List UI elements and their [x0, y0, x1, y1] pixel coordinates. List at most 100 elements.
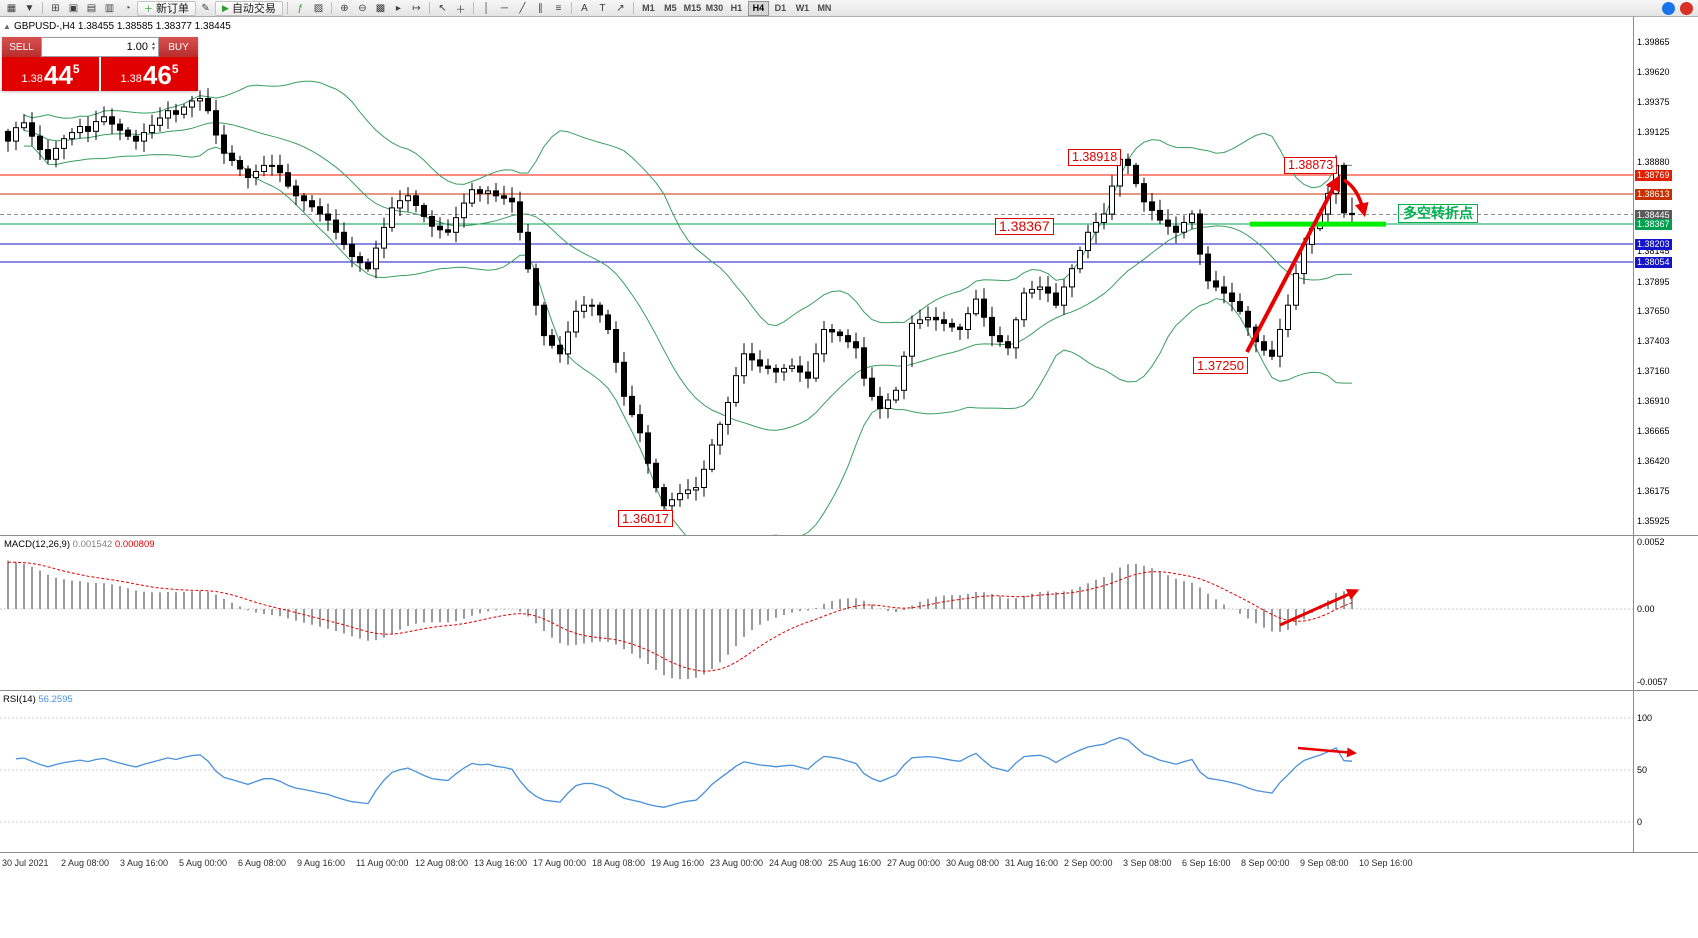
timeframe-m1-button[interactable]: M1	[642, 3, 655, 13]
rsi-flat-arrow	[1297, 746, 1357, 758]
toolbar-separator	[330, 2, 332, 14]
macd-axis-label: 0.00	[1637, 604, 1655, 614]
price-axis-label: 1.39125	[1637, 127, 1670, 137]
timeframe-m30-button[interactable]: M30	[705, 3, 724, 13]
toolbar-separator	[286, 2, 288, 14]
macd-up-arrow	[1279, 588, 1360, 627]
auto-trading-button[interactable]: ▶ 自动交易	[215, 0, 283, 16]
indicators-icon[interactable]: ƒ	[297, 2, 304, 14]
oneclick-collapse-icon[interactable]: ▲	[3, 22, 11, 31]
price-axis[interactable]	[1633, 17, 1634, 874]
tile-windows-icon[interactable]: ▩	[375, 2, 386, 14]
new-chart-icon[interactable]: ▦	[6, 2, 17, 14]
time-axis-label: 9 Sep 08:00	[1300, 858, 1349, 868]
community-icon[interactable]	[1662, 1, 1675, 15]
rsi-label: RSI(14) 56.2595	[3, 694, 73, 705]
time-axis-label: 23 Aug 00:00	[710, 858, 764, 868]
time-axis-label: 27 Aug 00:00	[887, 858, 941, 868]
navigator-icon[interactable]: ▤	[86, 2, 97, 14]
toolbar-separator	[570, 2, 572, 14]
price-label-high-1[interactable]: 1.38918	[1068, 149, 1122, 166]
price-label-pivot[interactable]: 1.38367	[995, 218, 1054, 235]
time-axis[interactable]: 30 Jul 2021 2 Aug 08:00 3 Aug 16:00 5 Aug 0…	[0, 852, 1698, 874]
timeframe-d1-button[interactable]: D1	[774, 3, 787, 13]
sell-button[interactable]: SELL	[2, 37, 41, 57]
data-window-icon[interactable]: ▣	[68, 2, 79, 14]
arrows-icon[interactable]: ↗	[616, 2, 625, 14]
buy-button[interactable]: BUY	[159, 37, 198, 57]
timeframe-m15-button[interactable]: M15	[683, 3, 702, 13]
timeframe-h1-button[interactable]: H1	[730, 3, 743, 13]
metaeditor-icon[interactable]: ✎	[201, 2, 210, 14]
timeframe-h4-button[interactable]: H4	[747, 0, 769, 16]
price-axis-label: 1.37403	[1637, 336, 1670, 346]
buy-price-sup: 5	[171, 62, 179, 76]
text-label-icon[interactable]: T	[599, 2, 606, 14]
templates-icon[interactable]: ▨	[313, 2, 324, 14]
buy-price-button[interactable]: 1.38 46 5	[101, 57, 198, 91]
price-axis-label: 1.38203	[1635, 239, 1672, 250]
macd-chart[interactable]	[0, 536, 1633, 690]
fibonacci-icon[interactable]: ≡	[555, 2, 562, 14]
time-axis-label: 31 Aug 16:00	[1005, 858, 1059, 868]
news-icon[interactable]	[1680, 1, 1693, 15]
new-order-label: 新订单	[156, 3, 190, 15]
time-axis-label: 2 Aug 08:00	[61, 858, 110, 868]
price-label-high-2[interactable]: 1.38873	[1284, 157, 1338, 174]
spinner-up-icon[interactable]: ▲	[151, 41, 156, 47]
zoom-in-icon[interactable]: ⊕	[340, 2, 349, 14]
timeframe-mn-button[interactable]: MN	[817, 3, 832, 13]
candle-wicks	[7, 88, 1353, 517]
sell-price-button[interactable]: 1.38 44 5	[2, 57, 99, 91]
macd-panel[interactable]	[0, 536, 1633, 690]
macd-histogram	[7, 560, 1353, 680]
text-icon[interactable]: A	[581, 2, 588, 14]
price-axis-label: 1.39865	[1637, 37, 1670, 47]
channel-icon[interactable]: ∥	[537, 2, 543, 14]
panel-splitter[interactable]	[0, 535, 1698, 536]
turning-point-note[interactable]: 多空转折点	[1398, 204, 1478, 223]
time-axis-label: 13 Aug 16:00	[474, 858, 528, 868]
trendline-icon[interactable]: ╱	[519, 2, 526, 14]
volume-field[interactable]: 1.00 ▲ ▼	[41, 37, 159, 57]
timeframe-m5-button[interactable]: M5	[664, 3, 677, 13]
price-axis-label: 1.38613	[1635, 189, 1672, 200]
price-axis-label: 1.36665	[1637, 426, 1670, 436]
price-chart[interactable]	[0, 17, 1633, 561]
time-axis-label: 6 Sep 16:00	[1182, 858, 1231, 868]
terminal-icon[interactable]: ▥	[104, 2, 115, 14]
rsi-axis-label: 0	[1637, 817, 1643, 827]
rsi-panel[interactable]	[0, 691, 1633, 852]
macd-axis-label: 0.0052	[1637, 537, 1665, 547]
rsi-chart[interactable]	[0, 691, 1633, 852]
timeframe-w1-button[interactable]: W1	[795, 3, 810, 13]
spinner-down-icon[interactable]: ▼	[151, 46, 156, 52]
macd-label: MACD(12,26,9) 0.001542 0.000809	[4, 539, 155, 550]
price-axis-label: 1.38445	[1635, 210, 1672, 221]
vertical-line-icon[interactable]: │	[483, 2, 490, 14]
chart-shift-icon[interactable]: ↦	[412, 2, 421, 14]
auto-scroll-icon[interactable]: ▸	[395, 2, 401, 14]
panel-splitter[interactable]	[0, 690, 1698, 691]
price-axis-label: 1.37160	[1637, 366, 1670, 376]
bear-candles	[5, 98, 1355, 507]
time-axis-label: 30 Aug 08:00	[946, 858, 1000, 868]
price-label-low-2[interactable]: 1.37250	[1193, 357, 1248, 374]
price-label-low-1[interactable]: 1.36017	[618, 510, 673, 527]
crosshair-icon[interactable]: ＋	[455, 4, 466, 16]
volume-spinner[interactable]: ▲ ▼	[151, 42, 156, 52]
strategy-tester-icon[interactable]: ◔	[124, 2, 131, 14]
market-watch-icon[interactable]: ⊞	[51, 2, 60, 14]
time-axis-label: 25 Aug 16:00	[828, 858, 882, 868]
zoom-out-icon[interactable]: ⊖	[358, 2, 367, 14]
price-axis-label: 1.35925	[1637, 516, 1670, 526]
bottom-strip	[0, 874, 1698, 938]
new-order-button[interactable]: ＋新订单	[137, 0, 197, 16]
plus-icon: ＋	[144, 3, 154, 14]
time-axis-label: 3 Aug 16:00	[120, 858, 169, 868]
price-chart-panel[interactable]	[0, 17, 1633, 561]
profiles-icon[interactable]: ▼	[24, 2, 35, 14]
horizontal-line-icon[interactable]: ─	[500, 2, 508, 14]
macd-signal-line	[8, 561, 1353, 672]
cursor-icon[interactable]: ↖	[438, 2, 447, 14]
